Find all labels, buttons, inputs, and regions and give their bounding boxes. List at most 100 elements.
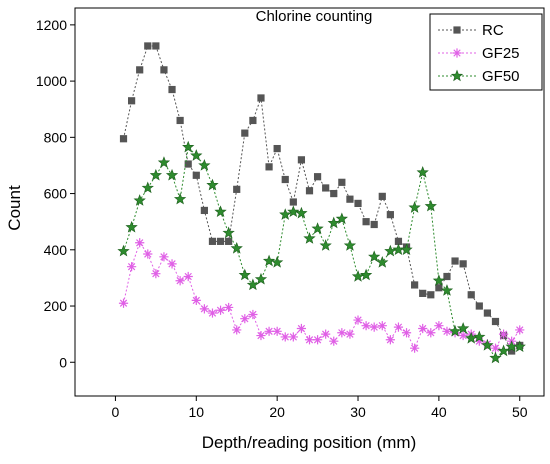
data-point-gf25 [215, 305, 226, 315]
data-point-gf25 [490, 343, 501, 353]
data-point-gf50 [416, 166, 429, 178]
data-point-gf50 [246, 278, 260, 291]
data-point-gf50 [262, 254, 276, 267]
data-point-gf25 [248, 309, 258, 320]
data-point-gf50 [157, 156, 171, 168]
data-point-gf25 [426, 328, 436, 338]
data-point-gf50 [222, 226, 235, 239]
data-point-gf50 [473, 330, 486, 343]
data-point-rc [305, 187, 314, 195]
data-point-rc [128, 97, 136, 105]
data-point-gf50 [230, 241, 243, 254]
data-point-gf50 [359, 268, 373, 281]
data-point-rc [467, 291, 475, 299]
data-point-rc [394, 237, 403, 245]
data-point-rc [419, 289, 427, 297]
x-tick-label: 40 [431, 404, 447, 420]
legend-label: RC [482, 22, 504, 39]
data-point-rc [322, 184, 330, 192]
x-tick-label: 30 [350, 404, 366, 420]
data-point-gf50 [335, 212, 348, 225]
series-gf25 [118, 238, 525, 353]
data-point-gf25 [329, 336, 339, 346]
data-point-gf25 [143, 249, 153, 259]
data-point-gf25 [515, 325, 525, 335]
data-point-gf50 [319, 239, 332, 251]
data-point-rc [144, 42, 152, 50]
data-point-rc [152, 42, 160, 50]
data-point-gf50 [133, 194, 146, 206]
data-point-gf25 [498, 329, 509, 339]
data-point-rc [225, 237, 233, 245]
data-point-gf25 [151, 269, 161, 279]
data-point-rc [241, 129, 249, 137]
x-tick-label: 20 [269, 404, 285, 420]
x-axis-title: Depth/reading position (mm) [202, 433, 416, 452]
data-point-rc [443, 272, 451, 281]
data-point-gf25 [296, 323, 307, 334]
data-point-rc [330, 189, 338, 198]
data-point-gf50 [117, 244, 130, 257]
data-point-gf50 [149, 168, 162, 181]
data-point-gf50 [190, 149, 203, 161]
data-point-gf50 [408, 201, 421, 213]
legend-item-gf25: GF25 [438, 45, 520, 62]
data-point-gf25 [361, 321, 371, 331]
data-point-gf50 [198, 159, 211, 171]
data-point-rc [184, 160, 192, 168]
data-point-gf50 [368, 250, 381, 263]
y-tick-label: 0 [59, 354, 67, 370]
data-point-gf25 [345, 329, 355, 339]
data-point-gf50 [513, 340, 526, 353]
data-point-gf50 [448, 324, 462, 337]
data-point-rc [386, 211, 394, 219]
data-point-gf25 [418, 323, 428, 334]
data-point-gf25 [369, 322, 379, 332]
data-point-rc [427, 291, 435, 299]
data-point-gf50 [287, 205, 300, 218]
data-point-gf25 [191, 295, 201, 306]
data-point-rc [370, 220, 378, 229]
y-tick-label: 400 [44, 242, 68, 258]
data-point-rc [362, 218, 370, 226]
data-point-gf50 [432, 274, 446, 286]
x-tick-label: 10 [189, 404, 205, 420]
legend-item-gf50: GF50 [438, 68, 520, 85]
data-point-gf50 [424, 199, 437, 212]
data-point-gf25 [288, 332, 298, 342]
series-line-gf25 [123, 241, 521, 350]
data-point-gf25 [167, 259, 177, 269]
y-axis-title: Count [5, 185, 24, 231]
data-point-gf25 [410, 343, 420, 353]
data-point-gf25 [474, 336, 484, 346]
x-tick-label: 50 [512, 404, 528, 420]
data-point-gf50 [440, 284, 454, 296]
legend-box [429, 13, 543, 91]
data-point-gf50 [384, 244, 397, 257]
series-layer [117, 42, 526, 364]
legend-marker [452, 48, 462, 58]
data-point-gf25 [393, 322, 404, 332]
data-point-rc [136, 66, 144, 74]
legend-label: GF50 [482, 68, 520, 85]
data-point-gf50 [303, 232, 316, 244]
data-point-gf25 [135, 238, 145, 248]
data-point-rc [208, 237, 217, 245]
data-point-gf50 [271, 256, 284, 268]
data-point-rc [233, 185, 241, 193]
data-point-gf50 [343, 239, 357, 251]
data-point-gf50 [400, 243, 413, 256]
data-point-rc [168, 85, 176, 94]
data-point-gf50 [279, 208, 292, 220]
data-point-rc [265, 163, 273, 171]
data-point-gf25 [385, 335, 395, 345]
data-point-rc [281, 175, 289, 184]
data-point-gf50 [214, 205, 227, 218]
y-tick-label: 800 [44, 129, 68, 145]
data-point-rc [313, 173, 322, 181]
data-point-gf25 [280, 332, 290, 342]
data-point-gf25 [458, 330, 468, 341]
data-point-gf50 [141, 181, 154, 194]
data-point-gf25 [240, 314, 250, 324]
